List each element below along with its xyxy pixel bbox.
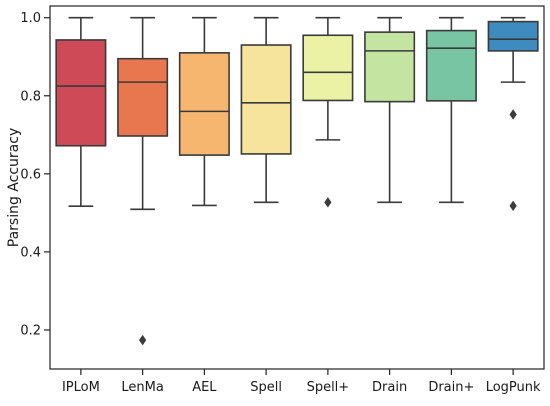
x-tick-label: Drain xyxy=(372,380,407,395)
outlier-point xyxy=(324,197,332,208)
iqr-box xyxy=(425,29,477,102)
y-tick-label: 0.8 xyxy=(20,89,41,104)
y-tick-label: 0.4 xyxy=(20,245,41,260)
box-group-drain xyxy=(364,16,416,204)
iqr-box xyxy=(302,34,354,102)
x-tick-label: Spell+ xyxy=(307,380,350,395)
x-tick-label: LogPunk xyxy=(486,380,541,395)
x-tick-label: IPLoM xyxy=(62,380,100,395)
box-group-iplom xyxy=(55,16,107,208)
iqr-box xyxy=(178,52,230,156)
x-tick-label: LenMa xyxy=(121,380,163,395)
y-tick-label: 0.2 xyxy=(20,323,41,338)
plot-area xyxy=(55,16,539,346)
iqr-box xyxy=(55,39,107,147)
box-group-spell-plus xyxy=(302,16,354,208)
outlier-point xyxy=(509,200,517,212)
box-group-ael xyxy=(178,16,230,207)
y-tick-label: 1.0 xyxy=(20,11,41,26)
iqr-box xyxy=(364,31,416,103)
box-group-spell xyxy=(240,16,292,204)
x-tick-label: AEL xyxy=(192,380,217,395)
box-group-lenma xyxy=(117,16,169,346)
x-tick-label: Drain+ xyxy=(428,380,474,395)
box-group-logpunk xyxy=(487,16,539,212)
y-tick-label: 0.6 xyxy=(20,167,41,182)
box-group-drain-plus xyxy=(425,16,477,204)
iqr-box xyxy=(487,20,539,52)
x-tick-label: Spell xyxy=(250,380,282,395)
plot-frame xyxy=(49,5,545,370)
y-axis-label: Parsing Accuracy xyxy=(6,128,22,247)
outlier-point xyxy=(139,334,147,346)
iqr-box xyxy=(240,44,292,155)
outlier-point xyxy=(509,109,517,120)
iqr-box xyxy=(117,57,169,137)
